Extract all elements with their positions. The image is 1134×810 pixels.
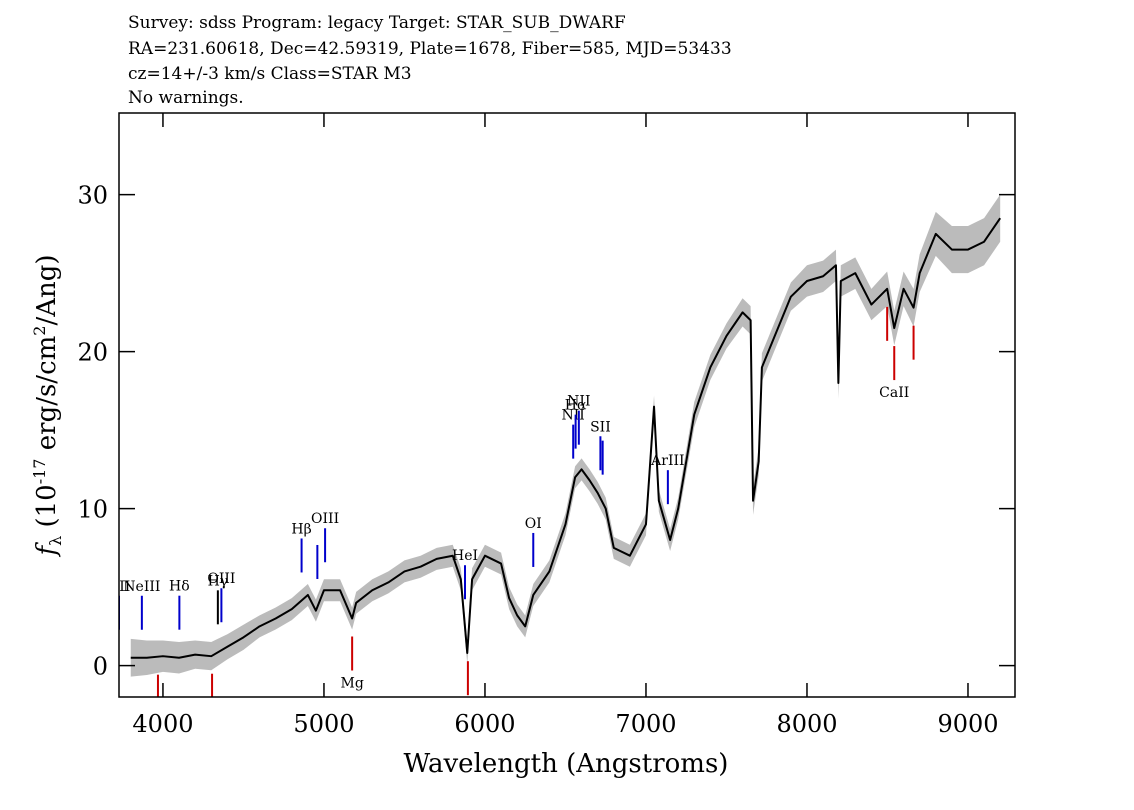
- line-label: OI: [525, 516, 542, 532]
- line-label: NeIII: [123, 579, 160, 595]
- x-tick-label: 9000: [937, 710, 998, 738]
- x-tick-label: 5000: [293, 710, 354, 738]
- x-tick-label: 8000: [776, 710, 837, 738]
- y-tick-label: 30: [77, 182, 108, 210]
- y-label-part: λ: [46, 536, 65, 546]
- y-label-part: -17: [30, 459, 49, 485]
- line-label: Hγ: [208, 573, 229, 589]
- line-label: Hα: [565, 398, 587, 414]
- line-label: Hδ: [169, 579, 190, 595]
- line-label: OII: [108, 579, 131, 595]
- line-label: CaII: [879, 385, 909, 401]
- y-label-part: (10: [32, 484, 62, 536]
- y-tick-label: 20: [77, 339, 108, 367]
- y-tick-label: 0: [93, 653, 108, 681]
- line-label: Mg: [340, 676, 363, 692]
- header-line: cz=14+/-3 km/s Class=STAR M3: [128, 64, 412, 84]
- line-label: SII: [590, 419, 611, 435]
- line-label: NII: [567, 394, 590, 410]
- error-band: [130, 194, 1001, 677]
- plot-frame: [118, 112, 1016, 698]
- y-label-part: /Ang): [32, 254, 62, 325]
- x-axis-label: Wavelength (Angstroms): [404, 749, 729, 779]
- line-label: Hβ: [291, 521, 311, 537]
- x-tick-label: 6000: [454, 710, 515, 738]
- y-label-part: erg/s/cm: [32, 336, 62, 459]
- line-label: OIII: [207, 571, 235, 587]
- line-label: HeI: [452, 548, 478, 564]
- header-line: No warnings.: [128, 88, 244, 108]
- y-axis-label: fλ (10-17 erg/s/cm2/Ang): [30, 254, 65, 557]
- spectrum-line: [130, 217, 1002, 659]
- y-tick-label: 10: [77, 496, 108, 524]
- line-label: ArIII: [650, 453, 684, 469]
- header-line: Survey: sdss Program: legacy Target: STA…: [128, 13, 626, 33]
- y-label-part: 2: [30, 326, 49, 336]
- header-line: RA=231.60618, Dec=42.59319, Plate=1678, …: [128, 39, 732, 59]
- line-label: OIII: [311, 511, 339, 527]
- x-tick-label: 7000: [615, 710, 676, 738]
- x-tick-label: 4000: [132, 710, 193, 738]
